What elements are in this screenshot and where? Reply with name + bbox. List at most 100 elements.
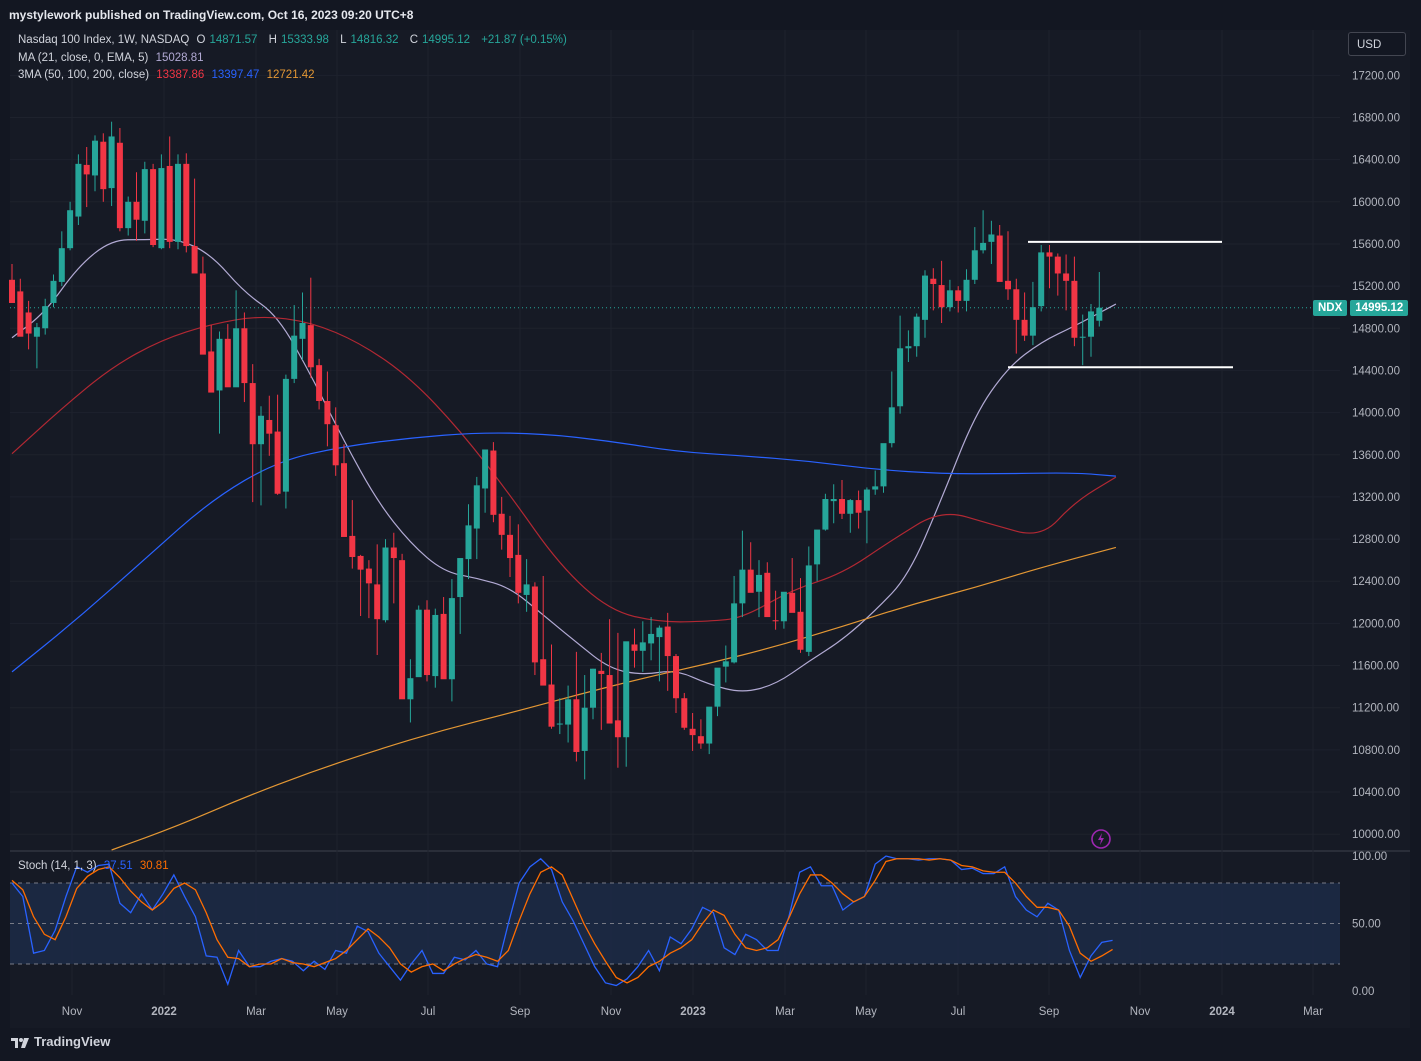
candle-body bbox=[100, 141, 107, 190]
ma3-label: 3MA (50, 100, 200, close) bbox=[18, 69, 150, 81]
candle bbox=[357, 554, 364, 617]
ema-value: 15028.81 bbox=[155, 52, 204, 64]
candle bbox=[540, 575, 547, 686]
candle bbox=[9, 263, 15, 303]
stoch-k-line bbox=[11, 855, 1113, 987]
candle bbox=[282, 374, 289, 509]
candle bbox=[639, 621, 646, 672]
candle-body bbox=[1088, 311, 1094, 337]
candle bbox=[365, 560, 372, 619]
price-tick-label: 16400.00 bbox=[1352, 155, 1400, 167]
time-tick-label: 2023 bbox=[680, 1006, 706, 1018]
candle-body bbox=[440, 613, 447, 680]
candle-body bbox=[656, 627, 663, 638]
candle bbox=[664, 612, 671, 691]
time-tick-label: 2024 bbox=[1209, 1006, 1235, 1018]
candle bbox=[1029, 281, 1036, 346]
candle bbox=[291, 305, 298, 384]
candle-body bbox=[415, 609, 422, 678]
candle bbox=[722, 645, 729, 683]
candle bbox=[482, 449, 489, 513]
candle-body bbox=[1013, 289, 1020, 320]
ema-legend[interactable]: MA (21, close, 0, EMA, 5) 15028.81 bbox=[18, 52, 208, 64]
candle-body bbox=[208, 351, 215, 393]
stoch-legend[interactable]: Stoch (14, 1, 3) 37.51 30.81 bbox=[18, 860, 173, 872]
candle-body bbox=[839, 499, 845, 514]
candle bbox=[415, 605, 422, 678]
candle-body bbox=[1071, 280, 1078, 338]
flash-icon[interactable] bbox=[1090, 828, 1112, 850]
price-tick-label: 12800.00 bbox=[1352, 534, 1400, 546]
candle bbox=[756, 560, 762, 618]
candle bbox=[349, 500, 356, 569]
candle bbox=[150, 163, 157, 248]
time-tick-label: Sep bbox=[510, 1006, 530, 1018]
candle-body bbox=[299, 323, 306, 339]
candle bbox=[714, 667, 721, 717]
candle-body bbox=[888, 407, 895, 444]
candle-body bbox=[922, 275, 928, 320]
currency-button[interactable]: USD bbox=[1348, 32, 1406, 56]
candle-body bbox=[92, 140, 98, 176]
candle-body bbox=[590, 668, 596, 708]
candle bbox=[83, 146, 90, 208]
candle-body bbox=[224, 338, 231, 388]
time-tick-label: Nov bbox=[62, 1006, 83, 1018]
candle bbox=[141, 161, 148, 234]
price-tick-label: 14800.00 bbox=[1352, 323, 1400, 335]
footer-brand[interactable]: TradingView bbox=[10, 1034, 110, 1050]
candle bbox=[341, 444, 347, 537]
candle-body bbox=[166, 165, 173, 242]
candle bbox=[963, 269, 970, 312]
candle-body bbox=[930, 278, 937, 285]
candle bbox=[1071, 256, 1078, 347]
candle bbox=[75, 154, 82, 225]
candle-body bbox=[473, 485, 480, 529]
stoch-d-line bbox=[11, 858, 1113, 984]
candle-body bbox=[1063, 273, 1070, 281]
candle bbox=[606, 619, 613, 724]
candle bbox=[125, 196, 132, 236]
candle bbox=[731, 575, 738, 664]
candle bbox=[1096, 271, 1103, 327]
candle-body bbox=[830, 499, 837, 502]
stoch-tick-label: 50.00 bbox=[1352, 919, 1381, 931]
candle bbox=[307, 277, 314, 378]
candle-body bbox=[183, 163, 190, 247]
price-tick-label: 10000.00 bbox=[1352, 829, 1400, 841]
candle bbox=[249, 364, 256, 503]
candle bbox=[515, 524, 522, 604]
candle bbox=[681, 692, 688, 730]
candle bbox=[1088, 304, 1094, 357]
candle-body bbox=[548, 684, 555, 727]
candle-body bbox=[490, 450, 497, 515]
candle bbox=[648, 617, 655, 661]
candle bbox=[175, 154, 181, 250]
ma3-legend[interactable]: 3MA (50, 100, 200, close) 13387.86 13397… bbox=[18, 69, 319, 81]
candle bbox=[432, 608, 439, 688]
candle-body bbox=[9, 279, 15, 303]
candle-body bbox=[282, 378, 289, 492]
candle bbox=[565, 685, 572, 743]
candle bbox=[1021, 292, 1028, 341]
candle bbox=[440, 597, 447, 680]
candle bbox=[133, 172, 140, 241]
candle bbox=[872, 470, 879, 495]
candle-body bbox=[631, 644, 638, 651]
candle-body bbox=[681, 698, 688, 728]
header-bar: mystylework published on TradingView.com… bbox=[0, 0, 1421, 30]
candle bbox=[108, 121, 115, 207]
candle bbox=[789, 558, 796, 613]
candle-body bbox=[233, 328, 240, 388]
candle-body bbox=[863, 489, 870, 511]
candle bbox=[299, 292, 306, 360]
candle bbox=[1013, 278, 1020, 354]
candle-body bbox=[332, 425, 339, 466]
stoch-label: Stoch (14, 1, 3) bbox=[18, 860, 97, 872]
candle bbox=[855, 490, 862, 529]
candle-body bbox=[1046, 252, 1053, 257]
candle bbox=[697, 719, 704, 749]
candle-body bbox=[1021, 319, 1028, 336]
chart-frame[interactable] bbox=[10, 30, 1410, 1028]
